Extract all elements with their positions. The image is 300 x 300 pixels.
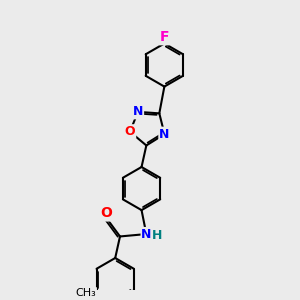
Text: N: N xyxy=(159,128,170,141)
Text: O: O xyxy=(124,125,135,138)
Text: N: N xyxy=(141,228,152,241)
Text: H: H xyxy=(152,229,162,242)
Text: N: N xyxy=(133,105,143,119)
Text: O: O xyxy=(100,206,112,220)
Text: F: F xyxy=(160,30,169,44)
Text: CH₃: CH₃ xyxy=(76,288,96,298)
